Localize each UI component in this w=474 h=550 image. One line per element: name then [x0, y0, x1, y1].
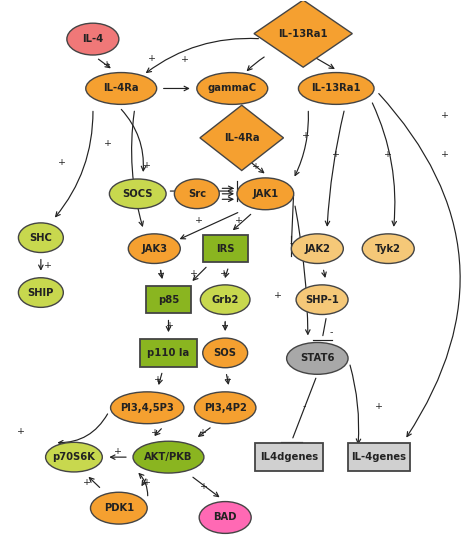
Bar — [146, 286, 191, 313]
Ellipse shape — [237, 178, 294, 210]
Text: +: + — [200, 482, 208, 491]
Text: +: + — [199, 428, 207, 437]
Text: +: + — [274, 292, 282, 300]
Bar — [140, 339, 197, 367]
Text: +: + — [441, 150, 449, 159]
Ellipse shape — [109, 179, 166, 208]
Text: JAK2: JAK2 — [304, 244, 330, 254]
Ellipse shape — [18, 278, 64, 307]
Text: -: - — [330, 328, 333, 337]
Text: +: + — [181, 55, 189, 64]
Text: AKT/PKB: AKT/PKB — [144, 452, 192, 462]
Ellipse shape — [18, 223, 64, 252]
Text: +: + — [195, 216, 203, 224]
Text: +: + — [166, 321, 174, 330]
Ellipse shape — [110, 392, 184, 424]
Text: +: + — [17, 427, 25, 436]
Text: +: + — [103, 60, 111, 69]
Text: IL-4genes: IL-4genes — [351, 452, 406, 462]
Ellipse shape — [201, 285, 250, 315]
Text: IRS: IRS — [216, 244, 235, 254]
Ellipse shape — [296, 285, 348, 315]
Ellipse shape — [287, 343, 348, 375]
Ellipse shape — [203, 338, 247, 368]
Text: +: + — [384, 150, 392, 159]
Text: +: + — [221, 321, 229, 330]
Text: p85: p85 — [158, 295, 179, 305]
Ellipse shape — [194, 392, 256, 424]
Text: Grb2: Grb2 — [211, 295, 239, 305]
Text: PDK1: PDK1 — [104, 503, 134, 513]
Text: IL-13Ra1: IL-13Ra1 — [311, 84, 361, 94]
Ellipse shape — [67, 23, 119, 55]
Ellipse shape — [292, 234, 343, 263]
Text: Tyk2: Tyk2 — [375, 244, 401, 254]
Text: -: - — [230, 184, 234, 193]
Text: IL-4Ra: IL-4Ra — [224, 133, 260, 143]
Ellipse shape — [199, 502, 251, 534]
Bar — [203, 235, 247, 262]
Text: +: + — [143, 161, 151, 170]
Polygon shape — [254, 0, 352, 67]
Text: +: + — [252, 162, 260, 171]
Text: PI3,4,5P3: PI3,4,5P3 — [120, 403, 174, 412]
Text: +: + — [104, 139, 112, 148]
Ellipse shape — [197, 73, 268, 104]
Ellipse shape — [86, 73, 156, 104]
Ellipse shape — [46, 442, 102, 472]
Text: STAT6: STAT6 — [300, 354, 335, 364]
Bar — [348, 443, 410, 471]
Text: +: + — [151, 428, 159, 437]
Text: IL-4: IL-4 — [82, 34, 103, 44]
Text: +: + — [375, 402, 383, 411]
Text: +: + — [114, 447, 122, 456]
Text: IL-13Ra1: IL-13Ra1 — [278, 29, 328, 38]
Text: SHC: SHC — [29, 233, 52, 243]
Text: JAK3: JAK3 — [141, 244, 167, 254]
Text: +: + — [301, 130, 310, 140]
Text: +: + — [220, 270, 228, 278]
Text: +: + — [157, 270, 165, 278]
Text: SOS: SOS — [214, 348, 237, 358]
Text: -: - — [290, 239, 293, 248]
Bar — [255, 443, 323, 471]
Ellipse shape — [362, 234, 414, 263]
Text: p70S6K: p70S6K — [53, 452, 95, 462]
Text: +: + — [83, 478, 91, 487]
Text: +: + — [441, 112, 449, 120]
Text: Src: Src — [188, 189, 206, 199]
Polygon shape — [200, 105, 283, 170]
Text: -: - — [302, 402, 306, 411]
Ellipse shape — [91, 492, 147, 524]
Text: +: + — [44, 261, 52, 270]
Text: IL4dgenes: IL4dgenes — [260, 452, 318, 462]
Text: BAD: BAD — [213, 513, 237, 522]
Text: +: + — [58, 158, 66, 167]
Ellipse shape — [133, 441, 204, 473]
Text: +: + — [224, 375, 231, 384]
Ellipse shape — [174, 179, 219, 208]
Text: SOCS: SOCS — [122, 189, 153, 199]
Text: SHP-1: SHP-1 — [305, 295, 339, 305]
Text: +: + — [332, 150, 340, 159]
Text: +: + — [236, 216, 243, 224]
Text: +: + — [154, 375, 162, 384]
Text: IL-4Ra: IL-4Ra — [103, 84, 139, 94]
Text: +: + — [190, 270, 198, 278]
Text: SHIP: SHIP — [27, 288, 54, 298]
Ellipse shape — [299, 73, 374, 104]
Text: p110 Ia: p110 Ia — [147, 348, 190, 358]
Text: JAK1: JAK1 — [252, 189, 279, 199]
Ellipse shape — [128, 234, 180, 263]
Text: +: + — [148, 54, 156, 63]
Text: PI3,4P2: PI3,4P2 — [204, 403, 246, 412]
Text: +: + — [143, 478, 151, 487]
Text: gammaC: gammaC — [208, 84, 257, 94]
